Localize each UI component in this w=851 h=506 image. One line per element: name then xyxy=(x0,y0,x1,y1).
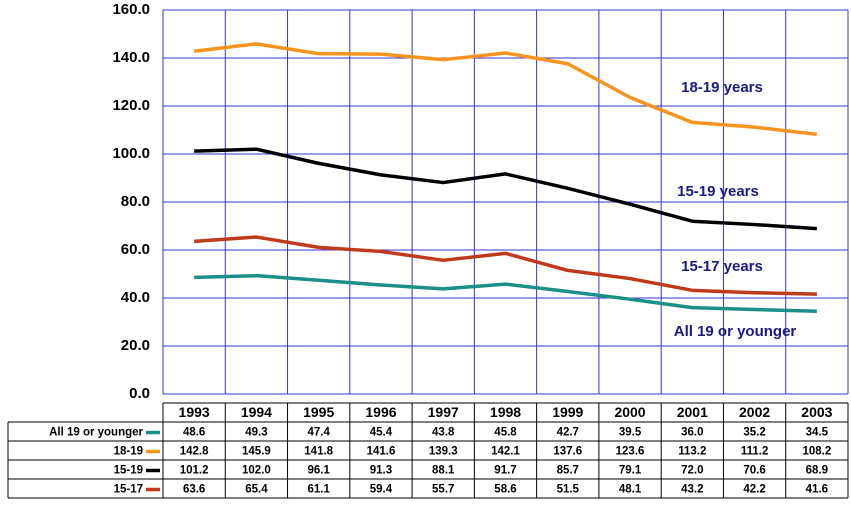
table-cell: 108.2 xyxy=(802,446,831,458)
table-cell: 43.8 xyxy=(432,427,455,439)
table-cell: 34.5 xyxy=(806,427,829,439)
x-tick-label: 2001 xyxy=(677,404,708,420)
table-cell: 45.8 xyxy=(494,427,517,439)
table-cell: 113.2 xyxy=(678,446,706,458)
table-cell: 123.6 xyxy=(616,446,645,458)
table-cell: 63.6 xyxy=(183,484,205,496)
table-cell: 85.7 xyxy=(557,465,579,477)
table-cell: 79.1 xyxy=(619,465,642,477)
table-cell: 88.1 xyxy=(432,465,455,477)
table-cell: 102.0 xyxy=(242,465,271,477)
table-cell: 58.6 xyxy=(494,484,516,496)
table-cell: 91.3 xyxy=(370,465,392,477)
table-cell: 141.6 xyxy=(367,446,396,458)
legend-label: 15-19 xyxy=(114,465,143,477)
y-tick-label: 120.0 xyxy=(112,97,150,114)
table-cell: 72.0 xyxy=(681,465,703,477)
table-cell: 36.0 xyxy=(681,427,703,439)
table-cell: 47.4 xyxy=(307,427,330,439)
annotation: All 19 or younger xyxy=(674,323,797,340)
table-cell: 48.6 xyxy=(183,427,205,439)
legend-label: 18-19 xyxy=(114,446,143,458)
table-cell: 43.2 xyxy=(681,484,703,496)
y-tick-label: 20.0 xyxy=(121,337,150,354)
table-cell: 65.4 xyxy=(245,484,268,496)
table-cell: 41.6 xyxy=(806,484,828,496)
table-cell: 142.8 xyxy=(180,446,209,458)
table-cell: 42.2 xyxy=(743,484,765,496)
y-tick-label: 140.0 xyxy=(112,49,150,66)
table-cell: 42.7 xyxy=(557,427,579,439)
series-line xyxy=(193,42,818,137)
table-cell: 59.4 xyxy=(370,484,393,496)
y-tick-label: 60.0 xyxy=(121,241,150,258)
x-tick-label: 2003 xyxy=(801,404,832,420)
y-tick-label: 80.0 xyxy=(121,193,150,210)
y-tick-label: 160.0 xyxy=(112,1,150,18)
table-cell: 145.9 xyxy=(242,446,271,458)
x-tick-label: 1999 xyxy=(552,404,583,420)
table-cell: 55.7 xyxy=(432,484,454,496)
table-cell: 91.7 xyxy=(494,465,516,477)
table-cell: 141.8 xyxy=(304,446,333,458)
annotation: 15-19 years xyxy=(677,183,759,200)
x-tick-label: 1997 xyxy=(428,404,459,420)
legend-label: 15-17 xyxy=(114,484,143,496)
table-cell: 45.4 xyxy=(370,427,393,439)
table-cell: 39.5 xyxy=(619,427,642,439)
table-cell: 139.3 xyxy=(429,446,458,458)
x-tick-label: 1998 xyxy=(490,404,521,420)
table-cell: 68.9 xyxy=(806,465,828,477)
table-cell: 137.6 xyxy=(553,446,582,458)
series-line xyxy=(194,235,817,296)
annotation: 15-17 years xyxy=(681,258,763,275)
legend-label: All 19 or younger xyxy=(49,427,143,439)
table-cell: 96.1 xyxy=(307,465,330,477)
table-cell: 35.2 xyxy=(743,427,765,439)
x-tick-label: 2000 xyxy=(614,404,645,420)
annotation: 18-19 years xyxy=(681,79,763,96)
table-cell: 101.2 xyxy=(180,465,209,477)
table-cell: 49.3 xyxy=(245,427,267,439)
table-cell: 51.5 xyxy=(557,484,580,496)
table-cell: 48.1 xyxy=(619,484,642,496)
x-tick-label: 1993 xyxy=(179,404,210,420)
table-cell: 142.1 xyxy=(491,446,520,458)
series-line xyxy=(194,273,817,313)
table-cell: 111.2 xyxy=(741,446,769,458)
series-line xyxy=(194,147,817,231)
table-cell: 70.6 xyxy=(743,465,765,477)
y-tick-label: 40.0 xyxy=(121,289,150,306)
x-tick-label: 1994 xyxy=(241,404,272,420)
x-tick-label: 2002 xyxy=(739,404,770,420)
y-tick-label: 100.0 xyxy=(112,145,150,162)
x-tick-label: 1995 xyxy=(303,404,334,420)
x-tick-label: 1996 xyxy=(365,404,396,420)
y-tick-label: 0.0 xyxy=(129,385,150,402)
table-cell: 61.1 xyxy=(307,484,330,496)
